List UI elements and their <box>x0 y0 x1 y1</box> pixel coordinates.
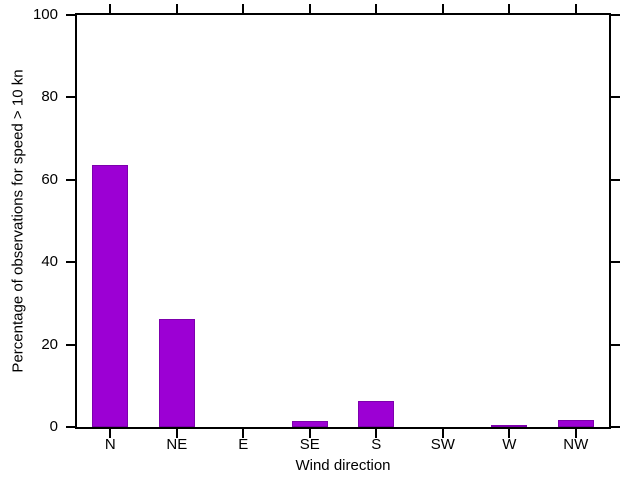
x-tick-top <box>375 4 378 13</box>
y-tick-left <box>66 96 75 99</box>
x-tick-bottom <box>375 429 378 438</box>
y-axis-title: Percentage of observations for speed > 1… <box>9 69 27 373</box>
x-tick-label: W <box>502 436 517 453</box>
y-tick-label: 100 <box>32 6 58 23</box>
x-axis-title: Wind direction <box>295 457 391 474</box>
x-tick-top <box>441 4 444 13</box>
y-tick-right <box>611 178 620 181</box>
x-tick-top <box>242 4 245 13</box>
bar-SE <box>291 421 328 427</box>
y-tick-left <box>66 178 75 181</box>
plot-area: N NE E SE S SW W NW 0 20 40 60 80 100 <box>33 4 620 453</box>
bar-W <box>491 425 528 427</box>
y-tick-label: 80 <box>41 88 58 106</box>
bar-NW <box>557 420 594 427</box>
y-tick-label: 40 <box>41 253 58 271</box>
y-tick-label: 60 <box>41 170 58 188</box>
x-tick-bottom <box>308 429 311 438</box>
x-tick-label: S <box>371 436 382 453</box>
y-tick-left <box>66 426 75 428</box>
x-tick-top <box>574 4 577 13</box>
x-tick-label: SW <box>430 436 455 453</box>
x-tick-bottom <box>508 429 511 438</box>
x-tick-bottom <box>242 429 245 438</box>
y-tick-left <box>66 343 75 346</box>
bar-N <box>92 165 129 427</box>
y-tick-left <box>66 261 75 264</box>
y-tick-right <box>611 343 620 346</box>
y-tick-label: 0 <box>49 418 58 435</box>
x-tick-top <box>308 4 311 13</box>
x-tick-label: E <box>238 436 249 453</box>
x-tick-bottom <box>574 429 577 438</box>
y-tick-left <box>66 14 75 16</box>
x-tick-bottom <box>109 429 112 438</box>
y-tick-right <box>611 426 620 428</box>
x-tick-bottom <box>441 429 444 438</box>
x-tick-bottom <box>175 429 178 438</box>
x-tick-label: NE <box>166 436 188 453</box>
bar-NE <box>158 319 195 427</box>
x-tick-top <box>175 4 178 13</box>
x-tick-top <box>508 4 511 13</box>
y-tick-label: 20 <box>41 335 58 353</box>
x-tick-label: N <box>104 436 116 453</box>
x-tick-label: NW <box>563 436 589 453</box>
y-tick-right <box>611 14 620 16</box>
y-tick-right <box>611 261 620 264</box>
x-tick-label: SE <box>299 436 320 453</box>
y-tick-right <box>611 96 620 99</box>
x-tick-top <box>109 4 112 13</box>
bar-S <box>358 401 395 427</box>
